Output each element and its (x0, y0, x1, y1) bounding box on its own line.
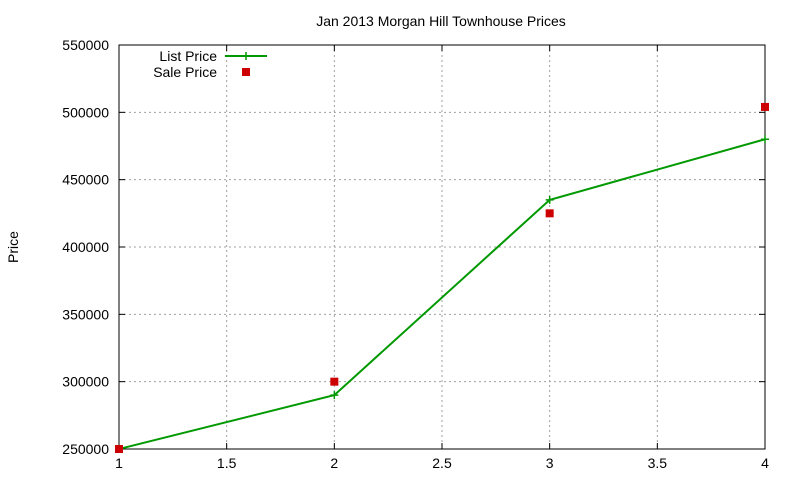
y-tick-label: 300000 (62, 374, 109, 390)
x-tick-label: 2.5 (432, 455, 452, 471)
x-tick-label: 3.5 (648, 455, 668, 471)
x-tick-label: 1.5 (217, 455, 237, 471)
legend-label: List Price (159, 48, 217, 64)
y-tick-label: 250000 (62, 441, 109, 457)
sale-price-point (761, 102, 769, 111)
sale-price-point (115, 445, 123, 453)
legend-square-marker (242, 68, 250, 76)
y-tick-label: 400000 (62, 239, 109, 255)
x-tick-label: 3 (546, 455, 554, 471)
axis-ticks: 1 1.5 2 2.5 3 3.5 4 250000 300000 350000 400000 450… (62, 37, 769, 471)
grid-lines (119, 45, 765, 449)
sale-price-point (330, 377, 339, 386)
legend-plus-marker (242, 52, 250, 60)
list-price-point (330, 391, 339, 400)
x-tick-label: 1 (115, 455, 123, 471)
legend-label: Sale Price (153, 64, 217, 80)
list-price-point (545, 195, 554, 204)
series-layer (115, 102, 769, 453)
y-tick-label: 450000 (62, 172, 109, 188)
sale-price-point (545, 209, 554, 218)
list-price-point (761, 135, 769, 144)
y-tick-label: 500000 (62, 104, 109, 120)
plot-frame (118, 44, 766, 450)
y-tick-label: 550000 (62, 37, 109, 53)
chart-title: Jan 2013 Morgan Hill Townhouse Prices (316, 13, 566, 29)
x-tick-label: 4 (761, 455, 769, 471)
y-axis-label: Price (5, 231, 21, 263)
list-price-line (118, 138, 766, 450)
y-tick-label: 350000 (62, 306, 109, 322)
x-tick-label: 2 (330, 455, 338, 471)
